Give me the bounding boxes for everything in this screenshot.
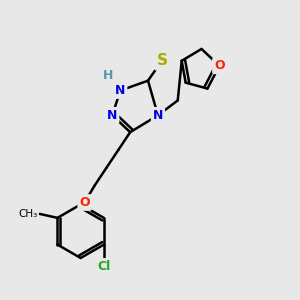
Text: CH₃: CH₃ (18, 209, 38, 219)
Text: N: N (153, 109, 163, 122)
Text: Cl: Cl (97, 260, 110, 273)
Text: S: S (156, 53, 167, 68)
Text: N: N (107, 109, 118, 122)
Text: O: O (214, 59, 225, 72)
Text: O: O (79, 196, 90, 209)
Text: N: N (115, 84, 125, 97)
Text: H: H (103, 69, 114, 82)
